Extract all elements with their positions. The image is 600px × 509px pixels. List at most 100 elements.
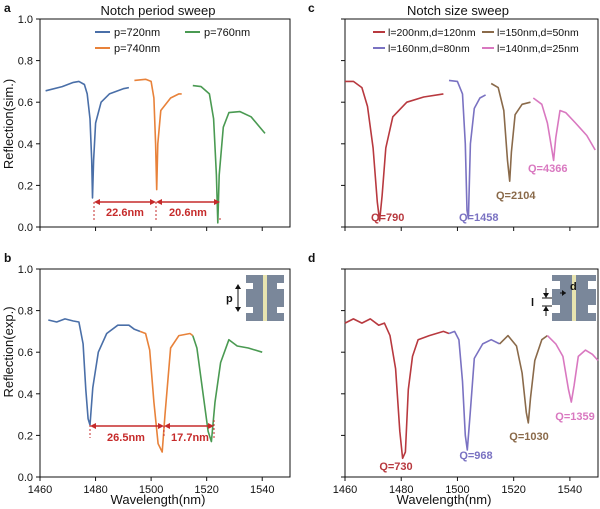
series-line-d-2: [499, 334, 548, 424]
y-axis-label-exp: Reflection(exp.): [1, 306, 16, 397]
panel-c-plot: [341, 18, 599, 231]
series-line-a-2: [192, 84, 266, 224]
q-label-d-1030: Q=1030: [509, 431, 548, 443]
y-tick-label-b: 0.0: [18, 472, 33, 484]
x-tick-label-d: 1520: [501, 484, 525, 496]
y-axis-label-sim: Reflection(sim.): [1, 79, 16, 169]
spacing-label-b1: 26.5nm: [107, 432, 145, 444]
panel-a-plot: 0.0 0.2 0.4 0.6 0.8 1.0: [18, 14, 291, 234]
y-tick-label-a: 0.2: [18, 180, 33, 192]
x-tick-label-b: 1520: [194, 484, 218, 496]
y-tick-label-a: 1.0: [18, 14, 33, 26]
y-tick-label-b: 0.8: [18, 306, 33, 318]
x-tick-label-b: 1500: [139, 484, 163, 496]
inset-d-l-label: l: [531, 297, 534, 309]
plot-frame-c: [344, 18, 599, 228]
arrowhead-b2-right: [208, 423, 214, 429]
q-label-d-1359: Q=1359: [555, 411, 594, 423]
inset-b-notch-1: [246, 283, 253, 289]
legend-label-p760: p=760nm: [204, 27, 250, 39]
series-line-b-2: [192, 335, 263, 443]
y-tick-label-a: 0.6: [18, 97, 33, 109]
x-tick-label-b: 1460: [28, 484, 52, 496]
series-line-d-3: [546, 335, 599, 403]
spacing-label-a2: 20.6nm: [169, 207, 207, 219]
x-tick-label-d: 1540: [558, 484, 582, 496]
x-tick-label-d: 1460: [333, 484, 357, 496]
inset-b-slot: [263, 275, 267, 321]
legend-label-l150: l=150nm,d=50nm: [497, 27, 579, 39]
arrowhead-a2-left: [156, 199, 162, 205]
series-line-c-1: [448, 79, 486, 220]
x-tick-label-b: 1480: [83, 484, 107, 496]
y-tick-label-a: 0.0: [18, 222, 33, 234]
y-tick-label-b: 0.4: [18, 389, 33, 401]
inset-d-notch-3: [552, 305, 560, 313]
arrowhead-b1-right: [158, 423, 164, 429]
panel-letter-c: c: [308, 1, 315, 15]
structure-inset-d: l d: [531, 275, 596, 321]
panel-b-plot: 1460 1480 1500 1520 1540 0.0 0.2 0.4 0.6 0.8 1.0: [18, 264, 291, 496]
q-label-c-2104: Q=2104: [496, 190, 536, 202]
arrowhead-b2-left: [164, 423, 170, 429]
panel-letter-b: b: [4, 251, 11, 265]
y-tick-label-b: 0.2: [18, 430, 33, 442]
inset-b-notch-4: [277, 307, 284, 313]
plot-frame-d: [344, 268, 599, 478]
plot-frame-a: [39, 18, 291, 228]
inset-d-l-arrowhead-top: [543, 293, 549, 298]
q-label-d-730: Q=730: [379, 461, 412, 473]
q-label-c-4366: Q=4366: [528, 163, 567, 175]
plot-frame-b: [39, 268, 291, 478]
spacing-annotations-a: 22.6nm 20.6nm: [93, 199, 221, 222]
arrowhead-a2-right: [214, 199, 220, 205]
spacing-label-a1: 22.6nm: [106, 207, 144, 219]
series-line-b-0: [48, 318, 141, 426]
inset-d-notch-2: [588, 281, 596, 289]
structure-inset-b: p: [226, 275, 284, 321]
inset-b-notch-2: [277, 283, 284, 289]
q-labels-c: Q=790 Q=1458 Q=2104 Q=4366: [371, 163, 567, 224]
panel-letter-d: d: [308, 251, 315, 265]
series-line-c-3: [532, 97, 596, 162]
panel-letter-a: a: [4, 1, 11, 15]
legend-label-p720: p=720nm: [114, 27, 160, 39]
arrowhead-a1-left: [94, 199, 100, 205]
series-line-a-1: [134, 78, 182, 191]
series-line-d-1: [448, 330, 500, 451]
series-line-c-0: [345, 80, 444, 222]
legend-label-l140: l=140nm,d=25nm: [497, 43, 579, 55]
x-axis-label-left: Wavelength(nm): [111, 492, 206, 507]
series-line-d-0: [344, 318, 450, 460]
y-tick-label-b: 1.0: [18, 264, 33, 276]
x-tick-label-b: 1540: [250, 484, 274, 496]
panel-d-plot: 1460 1480 1500 1520 1540: [333, 268, 599, 496]
x-axis-label-right: Wavelength(nm): [397, 492, 492, 507]
q-label-c-1458: Q=1458: [459, 212, 498, 224]
q-label-c-790: Q=790: [371, 212, 404, 224]
inset-d-slot: [572, 275, 576, 321]
x-tick-label-d: 1480: [389, 484, 413, 496]
y-tick-label-b: 0.6: [18, 347, 33, 359]
inset-d-notch-4: [588, 305, 596, 313]
series-line-a-0: [45, 80, 130, 199]
series-line-b-1: [139, 330, 194, 453]
arrowhead-b1-left: [90, 423, 96, 429]
q-labels-d: Q=730 Q=968 Q=1030 Q=1359: [379, 411, 594, 473]
inset-b-notch-3: [246, 307, 253, 313]
inset-d-notch-1: [552, 281, 560, 289]
inset-b-period-label: p: [226, 293, 233, 305]
title-right: Notch size sweep: [407, 3, 509, 18]
y-tick-label-a: 0.8: [18, 56, 33, 68]
legend-a: p=720nm p=760nm p=740nm: [95, 27, 250, 55]
spacing-label-b2: 17.7nm: [171, 432, 209, 444]
y-tick-label-a: 0.4: [18, 139, 33, 151]
q-label-d-968: Q=968: [459, 450, 492, 462]
legend-c: l=200nm,d=120nm l=150nm,d=50nm l=160nm,d…: [373, 27, 579, 55]
inset-d-d-arrowhead: [562, 290, 566, 296]
spacing-annotations-b: 26.5nm 17.7nm: [89, 420, 215, 444]
inset-b-arrowhead-bottom: [235, 307, 241, 312]
x-tick-label-d: 1500: [445, 484, 469, 496]
legend-label-p740: p=740nm: [114, 43, 160, 55]
arrowhead-a1-right: [150, 199, 156, 205]
